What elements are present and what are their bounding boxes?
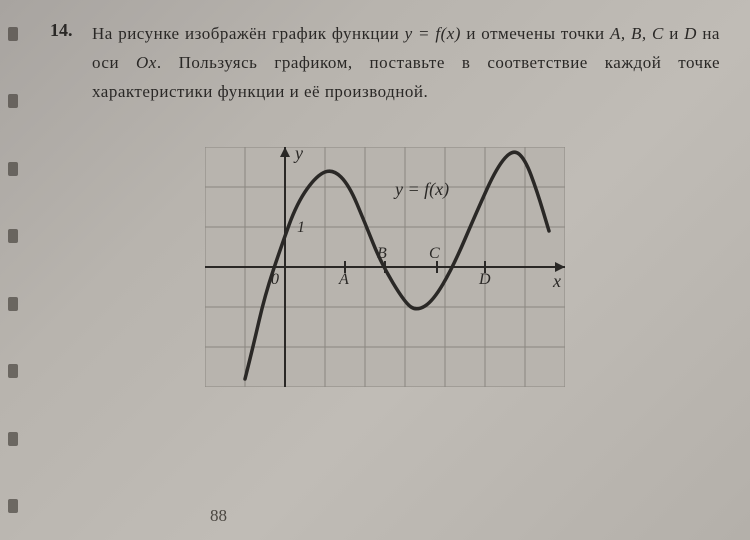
formula-yfx: y = f(x) [405,24,461,43]
text-part-3: и [664,24,684,43]
origin-label: 0 [271,271,279,289]
text-part-1: На рисунке изображён график функции [92,24,405,43]
letter-d: D [684,24,697,43]
graph-svg [205,147,565,387]
problem-number: 14. [50,20,78,107]
page-number: 88 [210,506,227,526]
C-label: C [429,245,440,263]
graph-wrapper: y x 0 1 A B C D y = f(x) [50,147,720,387]
problem-block: 14. На рисунке изображён график функции … [50,20,720,107]
D-label: D [479,271,491,289]
letters-abc: A, B, C [610,24,664,43]
A-label: A [339,271,349,289]
axis-ox: Ox [136,53,157,72]
x-axis-label: x [553,271,561,292]
one-label: 1 [297,219,305,237]
text-part-2: и отмечены точки [461,24,610,43]
function-graph: y x 0 1 A B C D y = f(x) [205,147,565,387]
function-label: y = f(x) [395,179,449,200]
text-part-5: . Пользуясь графиком, поставьте в соотве… [92,53,720,101]
y-axis-label: y [295,143,303,164]
B-label: B [377,245,387,263]
page-content: 14. На рисунке изображён график функции … [0,0,750,540]
problem-text: На рисунке изображён график функции y = … [92,20,720,107]
